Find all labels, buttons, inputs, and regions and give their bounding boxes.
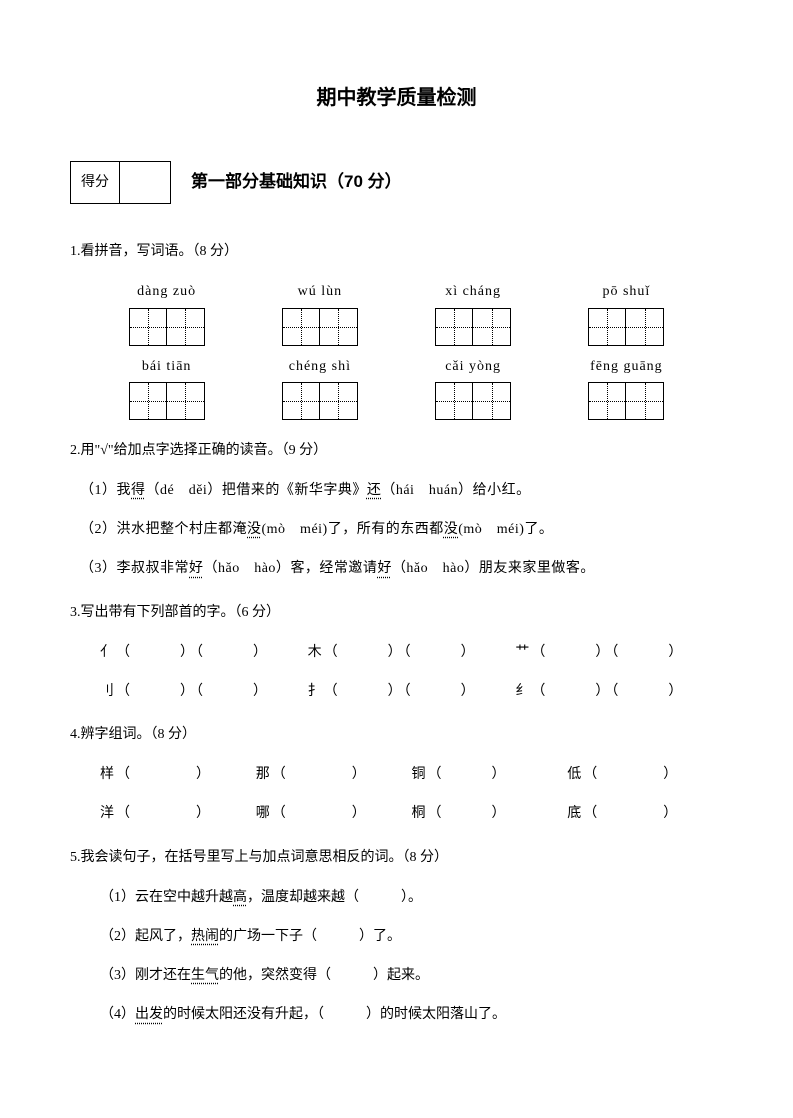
word-item: 铜（ ）: [412, 762, 568, 787]
page-title: 期中教学质量检测: [70, 80, 723, 116]
char-box[interactable]: [282, 308, 320, 346]
word-item: 那（ ）: [256, 762, 412, 787]
question-3-text: 3.写出带有下列部首的字。（6 分）: [70, 600, 723, 625]
radical-item: 亻（ ）（ ）: [100, 640, 308, 665]
char-box[interactable]: [282, 382, 320, 420]
score-label: 得分: [71, 162, 120, 203]
char-box[interactable]: [129, 382, 167, 420]
pinyin-text: xì cháng: [445, 279, 501, 304]
section-title: 第一部分基础知识（70 分）: [191, 167, 402, 198]
question-2: 2.用"√"给加点字选择正确的读音。（9 分） （1）我得（dé děi）把借来…: [70, 438, 723, 582]
pinyin-row-2: bái tiān chéng shì cǎi yòng fēng guāng: [70, 354, 723, 420]
char-box[interactable]: [626, 382, 664, 420]
radical-item: 木（ ）（ ）: [308, 640, 516, 665]
question-4: 4.辨字组词。（8 分） 样（ ） 那（ ） 铜（ ） 低（ ） 洋（ ） 哪（…: [70, 722, 723, 827]
char-box[interactable]: [167, 382, 205, 420]
q2-item-2: （2）洪水把整个村庄都淹没(mò méi)了，所有的东西都没(mò méi)了。: [70, 517, 723, 542]
char-box[interactable]: [473, 308, 511, 346]
char-box[interactable]: [473, 382, 511, 420]
pinyin-group: fēng guāng: [588, 354, 664, 420]
pinyin-text: wú lùn: [298, 279, 343, 304]
char-box[interactable]: [626, 308, 664, 346]
radical-item: 纟（ ）（ ）: [515, 679, 723, 704]
radical-item: 刂（ ）（ ）: [100, 679, 308, 704]
section-header: 得分 第一部分基础知识（70 分）: [70, 161, 723, 204]
radical-item: 扌（ ）（ ）: [308, 679, 516, 704]
question-2-text: 2.用"√"给加点字选择正确的读音。（9 分）: [70, 438, 723, 463]
word-item: 哪（ ）: [256, 801, 412, 826]
char-box[interactable]: [588, 308, 626, 346]
pinyin-group: dàng zuò: [129, 279, 205, 345]
q5-item-2: （2）起风了，热闹的广场一下子（ ）了。: [70, 924, 723, 949]
score-blank[interactable]: [120, 162, 170, 203]
question-4-text: 4.辨字组词。（8 分）: [70, 722, 723, 747]
pinyin-text: dàng zuò: [137, 279, 196, 304]
radical-row-2: 刂（ ）（ ） 扌（ ）（ ） 纟（ ）（ ）: [70, 679, 723, 704]
word-item: 低（ ）: [567, 762, 723, 787]
pinyin-row-1: dàng zuò wú lùn xì cháng pō shuǐ: [70, 279, 723, 345]
score-box: 得分: [70, 161, 171, 204]
char-box[interactable]: [320, 308, 358, 346]
radical-row-1: 亻（ ）（ ） 木（ ）（ ） 艹（ ）（ ）: [70, 640, 723, 665]
q2-item-1: （1）我得（dé děi）把借来的《新华字典》还（hái huán）给小红。: [70, 478, 723, 503]
pinyin-group: wú lùn: [282, 279, 358, 345]
q5-item-3: （3）刚才还在生气的他，突然变得（ ）起来。: [70, 963, 723, 988]
word-item: 样（ ）: [100, 762, 256, 787]
radical-item: 艹（ ）（ ）: [515, 640, 723, 665]
pinyin-group: cǎi yòng: [435, 354, 511, 420]
pinyin-text: cǎi yòng: [445, 354, 501, 379]
pinyin-group: chéng shì: [282, 354, 358, 420]
question-3: 3.写出带有下列部首的字。（6 分） 亻（ ）（ ） 木（ ）（ ） 艹（ ）（…: [70, 600, 723, 705]
question-5-text: 5.我会读句子，在括号里写上与加点词意思相反的词。（8 分）: [70, 845, 723, 870]
char-box[interactable]: [588, 382, 626, 420]
char-box[interactable]: [167, 308, 205, 346]
question-5: 5.我会读句子，在括号里写上与加点词意思相反的词。（8 分） （1）云在空中越升…: [70, 845, 723, 1028]
q5-item-1: （1）云在空中越升越高，温度却越来越（ ）。: [70, 885, 723, 910]
word-item: 桐（ ）: [412, 801, 568, 826]
question-1-text: 1.看拼音，写词语。（8 分）: [70, 239, 723, 264]
char-box[interactable]: [320, 382, 358, 420]
pinyin-group: bái tiān: [129, 354, 205, 420]
word-row-1: 样（ ） 那（ ） 铜（ ） 低（ ）: [70, 762, 723, 787]
q2-item-3: （3）李叔叔非常好（hǎo hào）客，经常邀请好（hǎo hào）朋友来家里做…: [70, 556, 723, 581]
word-item: 洋（ ）: [100, 801, 256, 826]
char-box[interactable]: [129, 308, 167, 346]
char-box[interactable]: [435, 382, 473, 420]
q5-item-4: （4）出发的时候太阳还没有升起，（ ）的时候太阳落山了。: [70, 1002, 723, 1027]
question-1: 1.看拼音，写词语。（8 分） dàng zuò wú lùn xì cháng…: [70, 239, 723, 420]
pinyin-group: xì cháng: [435, 279, 511, 345]
pinyin-text: bái tiān: [142, 354, 192, 379]
pinyin-text: chéng shì: [289, 354, 351, 379]
pinyin-group: pō shuǐ: [588, 279, 664, 345]
word-row-2: 洋（ ） 哪（ ） 桐（ ） 底（ ）: [70, 801, 723, 826]
pinyin-text: fēng guāng: [590, 354, 663, 379]
char-box[interactable]: [435, 308, 473, 346]
word-item: 底（ ）: [567, 801, 723, 826]
pinyin-text: pō shuǐ: [602, 279, 650, 304]
